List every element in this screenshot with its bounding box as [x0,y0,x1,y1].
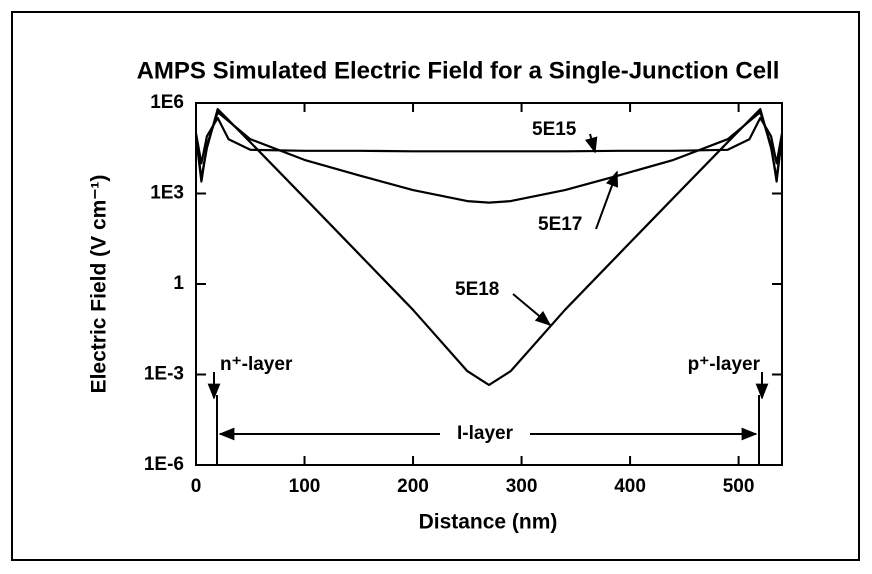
y-tick-label: 1E3 [150,183,184,204]
curve-label: 5E18 [455,279,499,300]
y-tick-label: 1E-6 [144,454,184,475]
x-axis-label: Distance (nm) [419,511,558,534]
annotation: n⁺-layer [220,354,293,375]
pointer-arrow [584,133,598,154]
y-tick-label: 1E6 [150,92,184,113]
x-tick-label: 400 [614,476,646,497]
y-tick-label: 1 [173,273,184,294]
x-tick-label: 300 [506,476,538,497]
curve-label: 5E15 [532,119,577,140]
curve [194,107,784,387]
y-tick-label: 1E-3 [144,364,184,385]
curve [194,110,784,204]
annotation: p⁺-layer [688,354,761,375]
pointer-arrow [595,170,619,230]
x-tick-label: 500 [723,476,755,497]
curve-label: 5E17 [538,214,582,235]
x-tick-label: 0 [191,476,202,497]
outer-frame [11,11,860,561]
x-tick-label: 200 [397,476,429,497]
x-tick-label: 100 [289,476,321,497]
pointer-arrow [512,293,552,327]
curve [194,116,784,165]
chart-title: AMPS Simulated Electric Field for a Sing… [137,57,780,84]
annotation: I-layer [457,423,514,444]
y-axis-label: Electric Field (V cm⁻¹) [88,175,111,394]
